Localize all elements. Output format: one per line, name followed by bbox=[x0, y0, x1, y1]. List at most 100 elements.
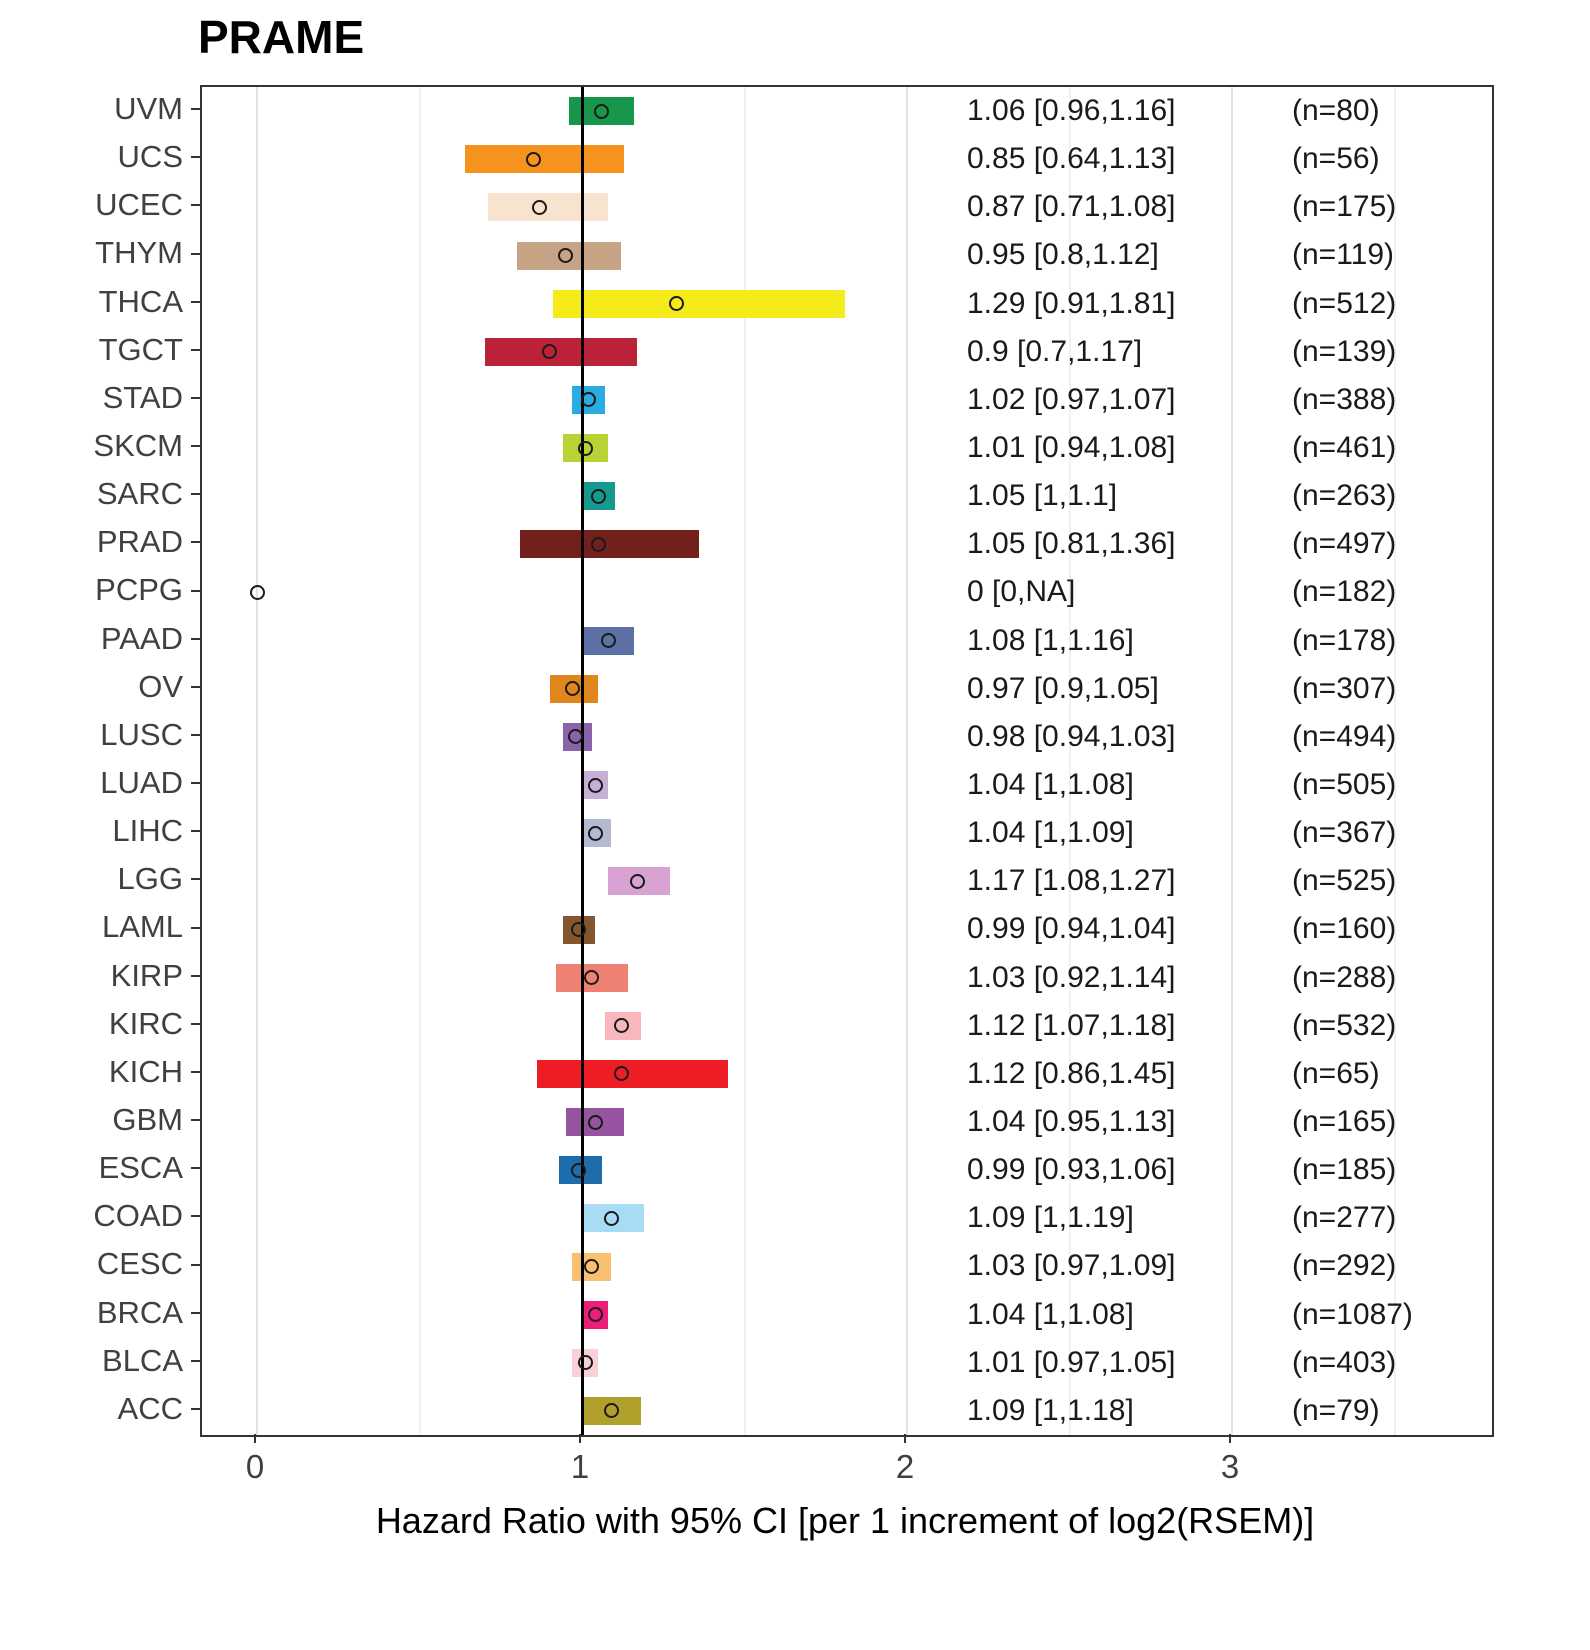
estimate-point bbox=[587, 1114, 603, 1130]
n-text: (n=175) bbox=[1292, 190, 1397, 224]
n-text: (n=461) bbox=[1292, 431, 1397, 464]
estimate-point bbox=[581, 392, 596, 408]
y-axis-label: THYM bbox=[95, 235, 183, 271]
grid-line-minor bbox=[418, 87, 421, 1435]
y-axis-label: UVM bbox=[114, 91, 183, 126]
n-text: (n=532) bbox=[1292, 1008, 1397, 1042]
estimate-point bbox=[603, 1403, 619, 1419]
y-axis-tick bbox=[191, 1311, 200, 1314]
ci-text: 1.02 [0.97,1.07] bbox=[967, 382, 1176, 416]
estimate-point bbox=[594, 103, 609, 119]
y-axis-label: STAD bbox=[102, 379, 183, 415]
ci-text: 1.01 [0.97,1.05] bbox=[967, 1345, 1176, 1379]
y-axis-tick bbox=[191, 1263, 200, 1266]
y-axis-label: TGCT bbox=[98, 331, 183, 367]
y-axis-label: KICH bbox=[108, 1053, 183, 1089]
y-axis-label: LUSC bbox=[100, 716, 183, 752]
estimate-point bbox=[587, 825, 603, 841]
y-axis-label: PAAD bbox=[100, 620, 183, 656]
y-axis-tick bbox=[191, 637, 200, 640]
n-text: (n=160) bbox=[1292, 912, 1397, 946]
ci-text: 1.17 [1.08,1.27] bbox=[967, 864, 1176, 898]
y-axis-tick bbox=[191, 733, 200, 736]
estimate-point bbox=[629, 873, 645, 889]
estimate-point bbox=[568, 729, 583, 745]
estimate-point bbox=[584, 970, 600, 986]
grid-line-major bbox=[1231, 87, 1233, 1435]
n-text: (n=182) bbox=[1292, 575, 1397, 609]
reference-line bbox=[580, 87, 584, 1435]
y-axis-tick bbox=[191, 1215, 200, 1218]
x-axis-tick-label: 0 bbox=[245, 1448, 265, 1485]
estimate-point bbox=[571, 922, 587, 937]
y-axis-tick bbox=[191, 445, 200, 448]
ci-bar bbox=[484, 337, 638, 366]
estimate-point bbox=[249, 585, 265, 600]
ci-text: 1.04 [1,1.08] bbox=[967, 768, 1134, 801]
ci-bar bbox=[552, 289, 846, 318]
y-axis-label: ACC bbox=[117, 1390, 183, 1426]
ci-text: 1.08 [1,1.16] bbox=[967, 623, 1134, 657]
ci-text: 0.97 [0.9,1.05] bbox=[967, 671, 1159, 705]
plot-panel: 1.06 [0.96,1.16] (n=80) 0.85 [0.64,1.13] (n… bbox=[200, 85, 1494, 1437]
n-text: (n=505) bbox=[1292, 768, 1397, 801]
estimate-point bbox=[577, 440, 593, 456]
y-axis-tick bbox=[191, 589, 200, 592]
ci-text: 1.12 [0.86,1.45] bbox=[967, 1056, 1176, 1090]
y-axis-label: COAD bbox=[93, 1198, 183, 1234]
y-axis-tick bbox=[191, 541, 200, 544]
y-axis-tick bbox=[191, 1167, 200, 1170]
ci-text: 1.29 [0.91,1.81] bbox=[967, 286, 1176, 320]
y-axis-tick bbox=[191, 493, 200, 496]
ci-text: 1.09 [1,1.19] bbox=[967, 1201, 1134, 1235]
y-axis-label: LUAD bbox=[100, 765, 183, 800]
ci-text: 1.12 [1.07,1.18] bbox=[967, 1008, 1176, 1042]
y-axis-label: UCEC bbox=[95, 187, 183, 223]
n-text: (n=403) bbox=[1292, 1345, 1397, 1379]
y-axis-label: SKCM bbox=[93, 428, 183, 463]
estimate-point bbox=[587, 1307, 603, 1323]
y-axis-tick bbox=[191, 1119, 200, 1122]
n-text: (n=512) bbox=[1292, 286, 1397, 320]
y-axis-tick bbox=[191, 1359, 200, 1362]
estimate-point bbox=[532, 199, 548, 215]
y-axis-tick bbox=[191, 1407, 200, 1410]
y-axis-tick bbox=[191, 926, 200, 929]
y-axis-tick bbox=[191, 830, 200, 833]
estimate-point bbox=[542, 344, 557, 360]
n-text: (n=178) bbox=[1292, 623, 1397, 657]
ci-text: 1.03 [0.92,1.14] bbox=[967, 960, 1176, 994]
y-axis-tick bbox=[191, 1070, 200, 1073]
n-text: (n=65) bbox=[1292, 1056, 1380, 1090]
y-axis-tick bbox=[191, 396, 200, 399]
y-axis-tick bbox=[191, 252, 200, 255]
x-axis-tick-label: 1 bbox=[570, 1448, 590, 1485]
ci-text: 1.04 [1,1.08] bbox=[967, 1297, 1134, 1331]
n-text: (n=1087) bbox=[1292, 1297, 1413, 1331]
estimate-point bbox=[564, 681, 580, 697]
ci-text: 0.98 [0.94,1.03] bbox=[967, 719, 1176, 753]
y-axis-tick bbox=[191, 974, 200, 977]
estimate-point bbox=[600, 633, 616, 649]
ci-text: 0.9 [0.7,1.17] bbox=[967, 334, 1143, 368]
ci-text: 0.99 [0.93,1.06] bbox=[967, 1153, 1176, 1187]
n-text: (n=367) bbox=[1292, 816, 1397, 850]
n-text: (n=497) bbox=[1292, 527, 1397, 561]
ci-text: 1.09 [1,1.18] bbox=[967, 1393, 1134, 1427]
ci-text: 0.87 [0.71,1.08] bbox=[967, 190, 1176, 224]
n-text: (n=307) bbox=[1292, 671, 1397, 705]
y-axis-tick bbox=[191, 782, 200, 785]
ci-text: 0.99 [0.94,1.04] bbox=[967, 912, 1176, 946]
ci-text: 0 [0,NA] bbox=[967, 575, 1076, 609]
x-axis-title: Hazard Ratio with 95% CI [per 1 incremen… bbox=[375, 1500, 1315, 1541]
n-text: (n=277) bbox=[1292, 1201, 1397, 1235]
n-text: (n=185) bbox=[1292, 1153, 1397, 1187]
ci-text: 0.95 [0.8,1.12] bbox=[967, 238, 1159, 272]
n-text: (n=139) bbox=[1292, 334, 1397, 368]
estimate-point bbox=[558, 248, 574, 263]
x-axis-tick-label: 3 bbox=[1220, 1448, 1240, 1485]
ci-bar bbox=[536, 1059, 729, 1088]
y-axis-label: LGG bbox=[117, 861, 183, 897]
grid-line-major bbox=[256, 87, 258, 1435]
